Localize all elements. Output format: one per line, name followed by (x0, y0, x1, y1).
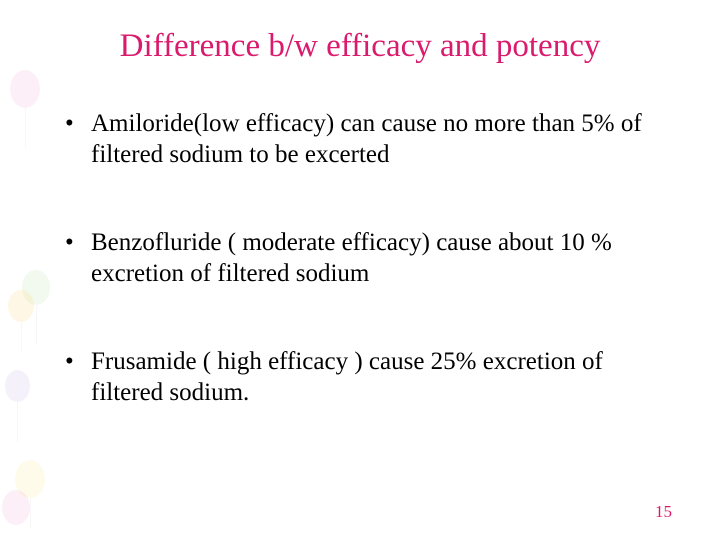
slide-container: Difference b/w efficacy and potency Amil… (0, 0, 720, 540)
bullet-item: Benzofluride ( moderate efficacy) cause … (65, 228, 675, 289)
page-number: 15 (655, 502, 672, 522)
slide-title: Difference b/w efficacy and potency (45, 28, 675, 65)
bullet-list: Amiloride(low efficacy) can cause no mor… (65, 109, 675, 408)
bullet-item: Amiloride(low efficacy) can cause no mor… (65, 109, 675, 170)
bullet-item: Frusamide ( high efficacy ) cause 25% ex… (65, 347, 675, 408)
